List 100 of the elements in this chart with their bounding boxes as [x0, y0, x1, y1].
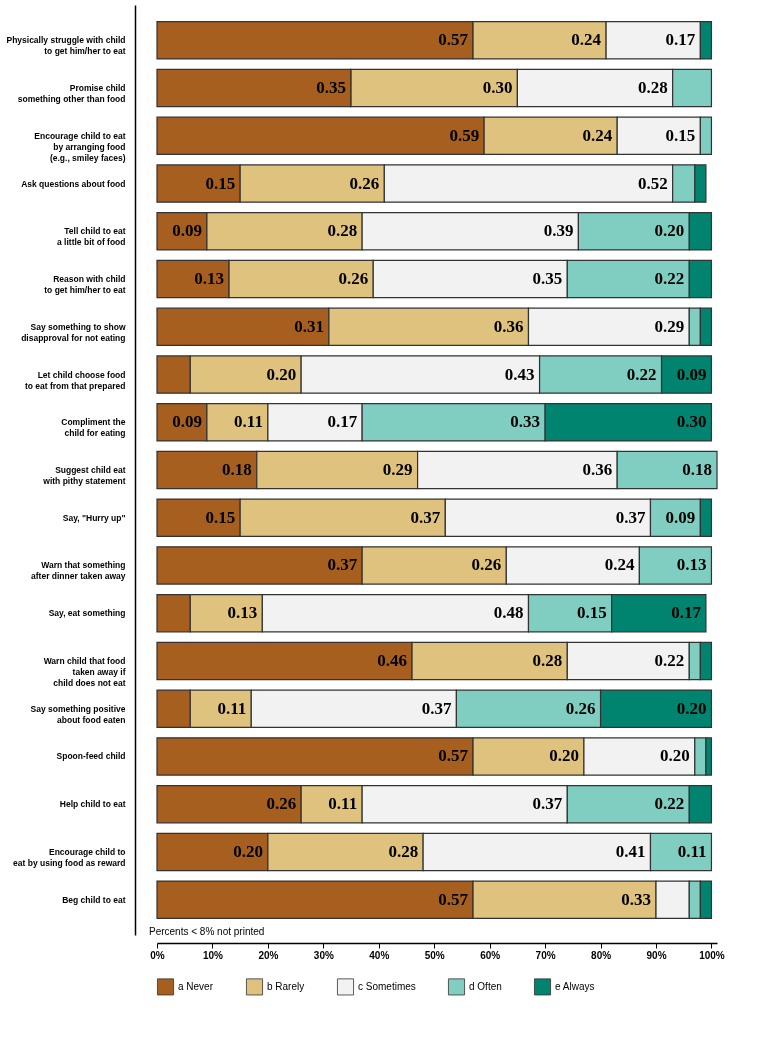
x-tick-label: 90%: [646, 949, 667, 961]
data-label: 0.11: [677, 841, 707, 861]
data-label: 0.20: [233, 841, 263, 861]
y-tick-label: Say, "Hurry up": [62, 512, 126, 523]
x-tick-label: 0%: [150, 949, 165, 961]
data-label: 0.15: [665, 125, 696, 145]
x-tick-label: 50%: [424, 949, 445, 961]
data-label: 0.43: [504, 364, 535, 384]
data-label: 0.37: [410, 507, 441, 527]
y-tick-label: Say something positive about food eaten: [30, 703, 126, 725]
data-label: 0.57: [438, 30, 469, 50]
data-label: 0.13: [227, 603, 258, 623]
data-label: 0.13: [676, 555, 707, 575]
data-label: 0.20: [676, 698, 707, 718]
y-tick-label: Spoon-feed child: [56, 751, 126, 762]
legend-label: c Sometimes: [358, 980, 416, 992]
data-label: 0.36: [582, 460, 613, 479]
data-label: 0.41: [615, 841, 646, 861]
data-label: 0.35: [532, 269, 563, 289]
data-label: 0.37: [421, 698, 452, 718]
data-label: 0.37: [327, 555, 358, 575]
data-label: 0.52: [637, 173, 668, 193]
legend-label: b Rarely: [267, 980, 305, 992]
data-label: 0.15: [205, 507, 236, 527]
x-tick-label: 60%: [480, 949, 501, 961]
data-label: 0.24: [571, 30, 602, 50]
data-label: 0.36: [493, 316, 524, 336]
data-label: 0.37: [532, 794, 563, 814]
data-label: 0.20: [266, 364, 297, 384]
data-label: 0.15: [576, 603, 607, 623]
data-label: 0.20: [660, 746, 690, 766]
y-tick-label: Reason with child to get him/her to eat: [44, 274, 126, 296]
data-label: 0.46: [377, 650, 408, 670]
x-tick-label: 20%: [258, 949, 279, 961]
data-label: 0.20: [549, 746, 579, 766]
x-tick-label: 70%: [535, 949, 556, 961]
data-label: 0.29: [654, 316, 685, 336]
data-label: 0.20: [654, 221, 685, 241]
data-label: 0.31: [294, 316, 324, 336]
data-label: 0.22: [654, 650, 685, 670]
data-label: 0.28: [327, 221, 358, 241]
y-tick-label: Let child choose food to eat from that prepared: [24, 369, 126, 391]
data-label: 0.57: [438, 889, 469, 909]
data-label: 0.22: [654, 794, 685, 814]
data-label: 0.26: [349, 173, 380, 193]
data-label: 0.35: [316, 78, 347, 98]
data-label: 0.28: [388, 841, 419, 861]
data-label: 0.13: [194, 269, 225, 289]
data-label: 0.26: [565, 698, 596, 718]
y-tick-label: Beg child to eat: [62, 894, 126, 905]
data-label: 0.17: [671, 603, 702, 623]
y-tick-label: Promise child something other than food: [17, 83, 126, 105]
y-tick-label: Ask questions about food: [21, 178, 126, 189]
data-label: 0.30: [676, 412, 707, 432]
data-label: 0.09: [665, 507, 696, 527]
data-label: 0.28: [532, 650, 563, 670]
data-label: 0.22: [626, 364, 657, 384]
data-label: 0.29: [382, 460, 413, 479]
data-label: 0.28: [637, 78, 668, 98]
data-label: 0.11: [234, 412, 263, 432]
y-tick-label: Encourage child to eat by arranging food (e.g., smiley faces): [34, 130, 126, 163]
data-label: 0.39: [543, 221, 574, 241]
legend-label: e Always: [555, 980, 595, 992]
data-label: 0.11: [217, 698, 247, 718]
data-label: 0.59: [449, 125, 480, 145]
data-label: 0.26: [266, 794, 297, 814]
data-label: 0.17: [665, 30, 696, 50]
legend-label: a Never: [178, 980, 214, 992]
data-label: 0.15: [205, 173, 236, 193]
data-label: 0.57: [438, 746, 469, 766]
y-tick-label: Compliment the child for eating: [61, 417, 126, 439]
y-tick-label: Encourage child to eat by using food as reward: [13, 846, 126, 868]
y-tick-label: Say something to show disapproval for not eating: [21, 321, 126, 343]
data-label: 0.11: [328, 794, 358, 814]
legend-label: d Often: [469, 980, 502, 992]
y-tick-label: Warn that something after dinner taken away: [31, 560, 126, 582]
y-tick-label: Physically struggle with child to get him/her to eat: [6, 35, 126, 57]
data-label: 0.17: [327, 412, 358, 432]
data-label: 0.26: [471, 555, 502, 575]
data-label: 0.26: [338, 269, 369, 289]
x-tick-label: 40%: [369, 949, 390, 961]
data-label: 0.37: [615, 507, 646, 527]
y-tick-label: Warn child that food taken away if child does not eat: [43, 655, 126, 688]
data-label: 0.30: [482, 78, 513, 98]
data-label: 0.18: [222, 460, 252, 479]
data-label: 0.24: [604, 555, 635, 575]
x-tick-label: 80%: [591, 949, 612, 961]
y-tick-label: Help child to eat: [59, 799, 126, 810]
y-tick-label: Suggest child eat with pithy statement: [42, 465, 126, 486]
data-label: 0.33: [621, 889, 652, 909]
data-label: 0.09: [172, 412, 202, 432]
data-label: 0.09: [676, 364, 707, 384]
data-label: 0.09: [172, 221, 202, 241]
data-label: 0.22: [654, 269, 685, 289]
y-tick-label: Say, eat something: [48, 608, 126, 619]
x-tick-label: 30%: [313, 949, 334, 961]
x-tick-label: 100%: [699, 949, 725, 961]
data-label: 0.18: [682, 460, 712, 479]
text: Percents < 8% not printed: [149, 926, 265, 937]
y-tick-label: Tell child to eat a little bit of food: [57, 226, 126, 248]
